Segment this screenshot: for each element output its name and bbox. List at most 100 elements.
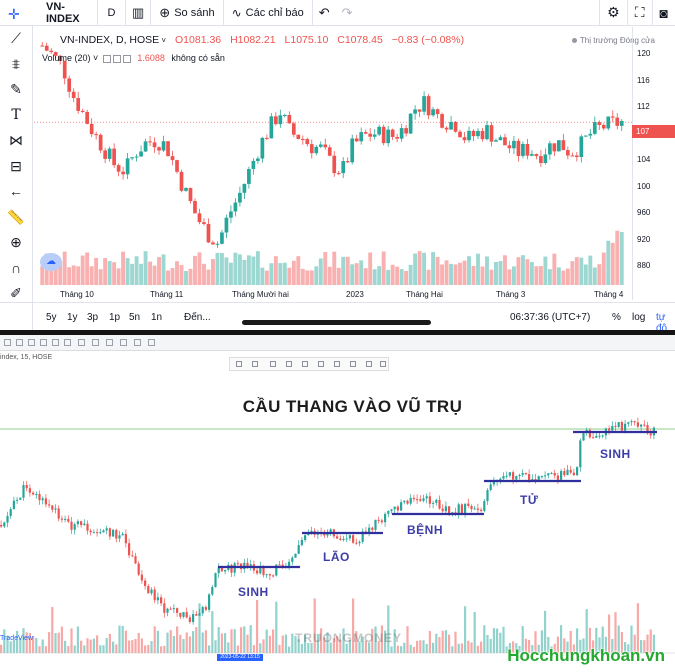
crosshair-icon[interactable]: ✛	[8, 6, 20, 22]
candle-body	[272, 575, 275, 577]
volume-bar	[552, 253, 557, 285]
volume-bar	[115, 644, 118, 653]
candle-body	[464, 503, 467, 514]
candle-body	[193, 201, 197, 214]
ruler-icon[interactable]: 📏	[7, 208, 25, 225]
text-tool-icon[interactable]: T	[11, 106, 21, 123]
candle-body	[296, 134, 301, 139]
chart-toolbar: ✛ VN-INDEX D ▥ ⊕ So sánh ∿ Các chỉ báo ↶…	[0, 0, 675, 26]
toolbar-icon[interactable]	[120, 339, 127, 346]
main-chart-area[interactable]: VN-INDEX, D, HOSE ˅ O1081.36 H1082.21 L1…	[34, 27, 675, 300]
toolbar-icon[interactable]	[78, 339, 85, 346]
lock-drawing-icon[interactable]: ✐	[10, 285, 22, 301]
toolbar-icon[interactable]	[16, 339, 23, 346]
toolbar-icon[interactable]	[28, 339, 35, 346]
indicators-button[interactable]: ∿ Các chỉ báo	[224, 0, 313, 26]
candle-body	[89, 123, 94, 135]
drawing-tool-icon[interactable]	[302, 361, 308, 367]
toolbar-icon[interactable]	[106, 339, 113, 346]
candle-body	[134, 556, 137, 564]
fib-icon[interactable]: ⩨	[12, 55, 20, 72]
range-button[interactable]: 5y	[46, 312, 57, 323]
redo-icon[interactable]: ↷	[341, 4, 353, 20]
drawing-tool-icon[interactable]	[350, 361, 356, 367]
range-button[interactable]: 1n	[151, 312, 163, 323]
brush-icon[interactable]: ✎	[10, 81, 22, 97]
drawing-tool-icon[interactable]	[334, 361, 340, 367]
interval-selector[interactable]: D	[98, 0, 126, 26]
volume-bar	[534, 266, 539, 285]
percent-toggle[interactable]: %	[612, 312, 621, 323]
zoom-icon[interactable]: ⊕	[10, 234, 22, 250]
trendline-icon[interactable]: ⟋	[11, 30, 21, 46]
toolbar-icon[interactable]	[52, 339, 59, 346]
fullscreen-icon[interactable]: ⛶	[626, 0, 652, 26]
range-button[interactable]: 1y	[67, 312, 78, 323]
goto-button[interactable]: Đến...	[184, 312, 211, 323]
volume-bar	[80, 255, 85, 285]
candle-body	[566, 469, 569, 476]
candle-body	[489, 125, 494, 142]
close-icon[interactable]	[122, 54, 131, 63]
volume-bar	[269, 263, 274, 285]
volume-bar	[179, 634, 182, 653]
log-toggle[interactable]: log	[632, 312, 646, 323]
legend-high: H1082.21	[230, 34, 276, 46]
range-button[interactable]: 1p	[109, 312, 121, 323]
auto-toggle[interactable]: tự độ	[656, 312, 668, 334]
range-button[interactable]: 3p	[87, 312, 99, 323]
settings-icon[interactable]	[112, 54, 121, 63]
undo-icon[interactable]: ↶	[318, 4, 330, 20]
volume-bar	[352, 598, 355, 653]
magnet-icon[interactable]: ∩	[10, 259, 22, 276]
candle-body	[507, 145, 512, 149]
cloud-icon[interactable]: ☁	[40, 253, 62, 271]
drawing-tool-icon[interactable]	[270, 361, 276, 367]
volume-bar	[278, 644, 281, 653]
volume-bar	[12, 640, 15, 653]
drawing-tool-icon[interactable]	[286, 361, 292, 367]
candle-body	[260, 137, 265, 159]
time-axis[interactable]: Tháng 10 Tháng 11 Tháng Mười hai 2023 Tháng …	[34, 288, 632, 302]
symbol-selector[interactable]: VN-INDEX	[0, 0, 98, 26]
compare-button[interactable]: ⊕ So sánh	[151, 0, 224, 26]
candle-body	[441, 508, 444, 512]
eye-icon[interactable]	[102, 54, 111, 63]
price-axis[interactable]: 120116112108104100960920880	[632, 27, 675, 300]
drawing-tool-icon[interactable]	[380, 361, 386, 367]
volume-bar	[643, 640, 646, 653]
volume-bar	[485, 256, 489, 285]
chevron-down-icon[interactable]: ˅	[93, 53, 99, 63]
camera-icon[interactable]: ◙	[651, 0, 675, 26]
candle-body	[368, 133, 373, 137]
volume-bar	[560, 625, 563, 653]
pattern-icon[interactable]: ⋈	[9, 132, 23, 148]
candle-body	[230, 564, 233, 573]
candle-body	[44, 45, 49, 51]
candle-body	[305, 139, 310, 145]
toolbar-icon[interactable]	[4, 339, 11, 346]
drawing-tool-icon[interactable]	[366, 361, 372, 367]
candle-body	[588, 429, 591, 438]
volume-bar	[556, 267, 561, 285]
volume-bar	[368, 642, 371, 653]
measure-icon[interactable]: ⊟	[10, 157, 22, 174]
candle-body	[619, 120, 624, 126]
toolbar-icon[interactable]	[134, 339, 141, 346]
candle-body	[339, 538, 342, 541]
volume-bar	[172, 635, 175, 653]
toolbar-icon[interactable]	[40, 339, 47, 346]
back-arrow-icon[interactable]: ←	[9, 183, 23, 199]
drawing-tool-icon[interactable]	[318, 361, 324, 367]
drawing-tool-icon[interactable]	[236, 361, 242, 367]
volume-bar	[499, 632, 502, 653]
drawing-tool-icon[interactable]	[252, 361, 258, 367]
toolbar-icon[interactable]	[92, 339, 99, 346]
range-button[interactable]: 5n	[129, 312, 141, 323]
candle-type-icon[interactable]: ▥	[126, 0, 152, 26]
toolbar-icon[interactable]	[148, 339, 155, 346]
settings-gear-icon[interactable]: ⚙	[599, 0, 627, 26]
toolbar-icon[interactable]	[64, 339, 71, 346]
volume-bar	[297, 639, 300, 653]
volume-bar	[377, 641, 380, 653]
